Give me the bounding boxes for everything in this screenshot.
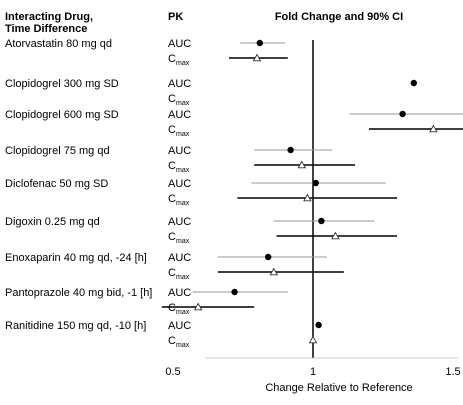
x-axis-title: Change Relative to Reference <box>265 382 412 394</box>
pk-label-cmax: C <box>168 302 176 314</box>
drug-label: Enoxaparin 40 mg qd, -24 [h] <box>5 252 147 264</box>
pk-label-auc: AUC <box>168 109 191 121</box>
cmax-point <box>303 193 312 202</box>
pk-label-auc: AUC <box>168 216 191 228</box>
drug-label: Clopidogrel 300 mg SD <box>5 78 119 90</box>
pk-label-auc: AUC <box>168 78 191 90</box>
pk-label-cmax: C <box>168 193 176 205</box>
header-effect: Fold Change and 90% CI <box>275 11 403 23</box>
x-tick-label: 0.5 <box>165 366 180 378</box>
header-pk: PK <box>168 11 183 23</box>
auc-point <box>256 39 263 47</box>
pk-label-cmax-subscript: max <box>176 238 190 245</box>
pk-label-auc: AUC <box>168 38 191 50</box>
pk-label-cmax: C <box>168 124 176 136</box>
pk-label-auc: AUC <box>168 178 191 190</box>
pk-label-cmax: C <box>168 267 176 279</box>
pk-label-cmax-subscript: max <box>176 342 190 349</box>
cmax-point <box>429 124 438 133</box>
header-drug-line1: Interacting Drug, <box>5 11 93 23</box>
header-drug-line2: Time Difference <box>5 23 87 35</box>
drug-label: Pantoprazole 40 mg bid, -1 [h] <box>5 287 152 299</box>
cmax-point <box>308 335 318 344</box>
pk-label-auc: AUC <box>168 320 191 332</box>
pk-label-cmax: C <box>168 335 176 347</box>
pk-label-cmax-subscript: max <box>176 274 190 281</box>
pk-label-cmax: C <box>168 231 176 243</box>
auc-point <box>265 253 272 261</box>
drug-label: Digoxin 0.25 mg qd <box>5 216 100 228</box>
cmax-point <box>297 160 307 169</box>
x-tick-label: 1 <box>310 366 316 378</box>
drug-label: Diclofenac 50 mg SD <box>5 178 108 190</box>
drug-label: Clopidogrel 600 mg SD <box>5 109 119 121</box>
auc-point <box>315 321 322 329</box>
pk-label-cmax: C <box>168 53 176 65</box>
cmax-point <box>269 267 279 276</box>
cmax-point <box>252 53 262 62</box>
drug-label: Ranitidine 150 mg qd, -10 [h] <box>5 320 146 332</box>
drug-label: Atorvastatin 80 mg qd <box>5 38 112 50</box>
pk-label-cmax-subscript: max <box>176 167 190 174</box>
auc-point <box>410 79 417 87</box>
auc-point <box>318 217 325 225</box>
auc-point <box>312 179 319 187</box>
pk-label-cmax: C <box>168 160 176 172</box>
pk-label-auc: AUC <box>168 252 191 264</box>
auc-point <box>287 146 294 154</box>
pk-label-cmax-subscript: max <box>176 309 190 316</box>
x-tick-label: 1.5 <box>445 366 460 378</box>
pk-label-auc: AUC <box>168 287 191 299</box>
cmax-point <box>193 302 203 311</box>
pk-label-cmax-subscript: max <box>176 131 190 138</box>
auc-point <box>399 110 406 118</box>
pk-label-cmax: C <box>168 93 176 105</box>
pk-label-cmax-subscript: max <box>176 200 190 207</box>
drug-label: Clopidogrel 75 mg qd <box>5 145 110 157</box>
cmax-point <box>331 231 340 240</box>
auc-point <box>231 288 238 296</box>
pk-label-cmax-subscript: max <box>176 60 190 67</box>
pk-label-auc: AUC <box>168 145 191 157</box>
pk-label-cmax-subscript: max <box>176 100 190 107</box>
